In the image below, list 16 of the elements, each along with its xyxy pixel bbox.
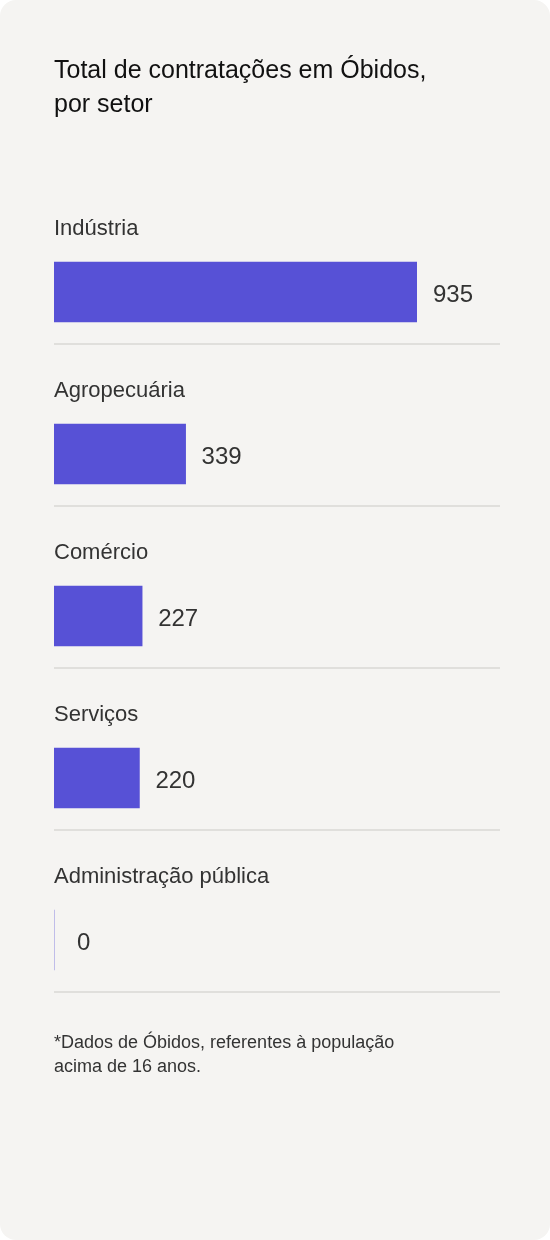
bar xyxy=(54,261,417,323)
bar xyxy=(54,585,143,647)
y-tick-label: Indústria xyxy=(54,215,140,241)
text: *Dados de Óbidos, referentes à população acima de 16 anos. xyxy=(54,1030,396,1078)
y-tick-label: Administração pública xyxy=(54,863,270,889)
y-tick-label: Agropecuária xyxy=(54,377,186,403)
y-tick-label: Serviços xyxy=(54,701,139,727)
data-label: 227 xyxy=(158,603,199,631)
data-label: 0 xyxy=(77,927,91,955)
data-label: 935 xyxy=(433,279,474,307)
bar xyxy=(54,423,186,485)
bar xyxy=(54,747,140,809)
data-label: 220 xyxy=(155,765,196,793)
data-label: 339 xyxy=(201,441,242,469)
y-tick-label: Comércio xyxy=(54,539,149,565)
chart-title: Total de contratações em Óbidos, por setor xyxy=(54,54,428,119)
